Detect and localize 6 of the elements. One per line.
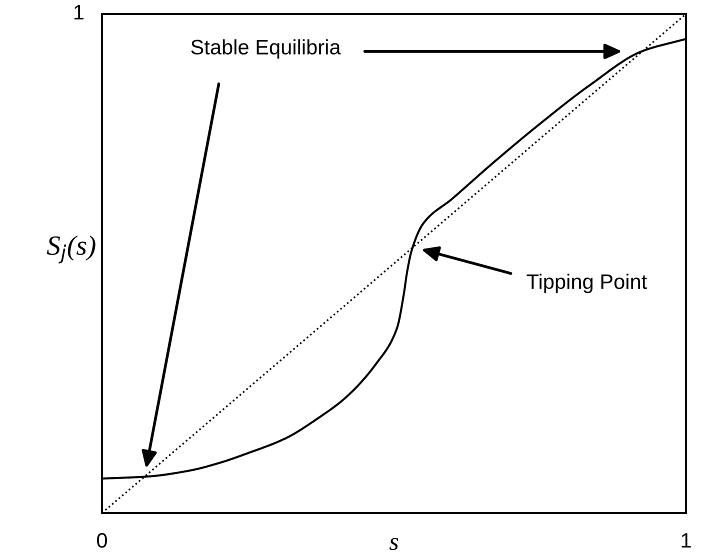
y-axis-title: S$_{j}$(s): [46, 235, 96, 264]
x-axis-title: s: [389, 538, 398, 550]
annotation: Stable Equilibria: [191, 39, 341, 59]
text: 1: [74, 5, 84, 20]
x-tick-label: 0: [97, 532, 107, 548]
annotation: Tipping Point: [526, 274, 647, 294]
